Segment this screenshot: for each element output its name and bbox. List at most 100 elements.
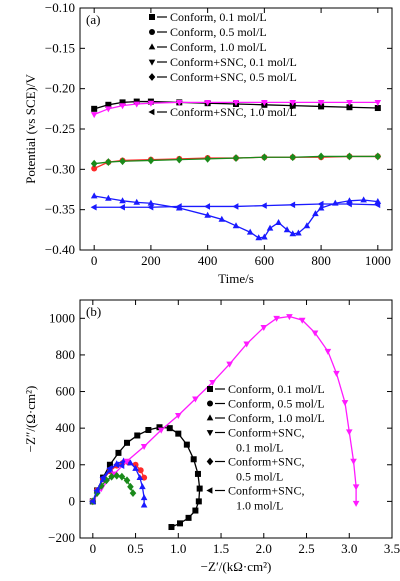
data-point	[183, 441, 190, 448]
legend-label: Conform, 0.5 mol/L	[228, 397, 325, 411]
data-point	[194, 470, 201, 477]
data-point	[175, 412, 182, 419]
data-point	[275, 218, 282, 225]
data-point	[352, 500, 360, 507]
data-point	[195, 498, 202, 505]
x-tick-label: 2.0	[256, 541, 272, 556]
legend-entry: Conform+SNC, 0.5 mol/L	[206, 455, 304, 484]
data-point	[133, 101, 141, 108]
y-tick-label: −0.10	[45, 0, 75, 15]
x-axis-label: Time/s	[218, 271, 254, 286]
data-point	[317, 204, 325, 211]
data-point	[124, 439, 131, 446]
y-axis-label: Potential (vs SCE)/V	[23, 74, 38, 184]
data-point	[317, 200, 324, 208]
data-point	[113, 461, 120, 469]
legend-label: Conform, 1.0 mol/L	[228, 411, 325, 425]
legend-entry: Conform, 0.1 mol/L	[149, 10, 267, 24]
data-point	[192, 396, 199, 403]
data-point	[108, 472, 115, 481]
legend-marker	[149, 14, 155, 20]
x-tick-label: 1000	[365, 253, 391, 268]
data-point	[166, 425, 173, 432]
y-tick-label: 400	[56, 420, 76, 435]
data-point	[118, 203, 125, 211]
data-point	[140, 444, 148, 451]
legend-label: Conform+SNC, 0.5 mol/L	[170, 70, 297, 84]
data-point	[105, 194, 112, 201]
data-point	[99, 474, 106, 481]
legend-marker	[207, 386, 213, 392]
x-tick-label: 3.0	[341, 541, 357, 556]
legend-label-line: Conform, 0.5 mol/L	[170, 25, 267, 39]
data-point	[105, 101, 112, 108]
data-point	[303, 222, 311, 229]
data-point	[168, 524, 175, 531]
series-3	[89, 314, 360, 507]
x-tick-label: 200	[141, 253, 161, 268]
data-point	[113, 471, 121, 480]
y-tick-label: 1000	[49, 310, 75, 325]
data-point	[185, 514, 192, 521]
data-point	[286, 314, 293, 321]
data-point	[90, 159, 98, 168]
panel-label: (a)	[86, 12, 100, 27]
data-point	[218, 215, 226, 222]
x-tick-label: 1.0	[170, 541, 186, 556]
legend-label-line: Conform, 1.0 mol/L	[170, 40, 267, 54]
legend-marker	[206, 457, 214, 466]
legend-entry: Conform, 1.0 mol/L	[148, 40, 267, 54]
legend-label: Conform+SNC, 0.5 mol/L	[228, 455, 304, 484]
x-axis-label: −Z′/(kΩ·cm²)	[201, 559, 272, 574]
legend-label-line: Conform+SNC, 1.0 mol/L	[170, 105, 297, 119]
data-point	[333, 370, 340, 377]
legend-label-line: Conform+SNC,	[228, 455, 304, 469]
data-point	[232, 222, 240, 229]
series-0	[89, 424, 203, 531]
data-point	[345, 200, 352, 208]
data-point	[260, 202, 267, 209]
data-point	[156, 424, 163, 431]
data-point	[190, 456, 197, 463]
y-tick-label: 800	[56, 347, 76, 362]
data-point	[127, 459, 134, 466]
series-2	[90, 192, 382, 241]
data-point	[204, 203, 211, 210]
data-point	[298, 317, 306, 324]
data-point	[346, 152, 353, 161]
data-point	[147, 156, 155, 165]
x-tick-label: 0	[91, 253, 98, 268]
data-point	[175, 99, 183, 106]
legend-label-line: Conform, 1.0 mol/L	[228, 411, 325, 425]
legend-label: Conform+SNC, 1.0 mol/L	[228, 484, 304, 513]
data-point	[127, 482, 134, 491]
x-tick-label: 0.5	[127, 541, 143, 556]
data-point	[90, 112, 98, 119]
legend-label: Conform+SNC, 1.0 mol/L	[170, 105, 297, 119]
x-tick-label: 2.5	[298, 541, 314, 556]
data-point	[346, 99, 353, 106]
legend-label-line: Conform+SNC,	[228, 484, 304, 498]
legend-marker	[148, 43, 156, 50]
data-point	[115, 449, 122, 456]
x-tick-label: 400	[198, 253, 218, 268]
legend-label-line: 0.5 mol/L	[236, 470, 283, 484]
data-point	[118, 472, 126, 481]
data-point	[261, 153, 268, 162]
legend-marker	[148, 59, 156, 66]
data-point	[312, 210, 319, 217]
x-tick-label: 1.5	[213, 541, 229, 556]
legend-label-line: Conform+SNC,	[228, 426, 304, 440]
data-point	[341, 400, 349, 407]
data-point	[123, 476, 131, 485]
x-tick-label: 800	[311, 253, 331, 268]
data-point	[204, 211, 211, 218]
y-tick-label: 600	[56, 384, 76, 399]
data-point	[91, 105, 98, 112]
data-point	[324, 348, 332, 355]
x-tick-label: 3.5	[384, 541, 400, 556]
series-4	[90, 152, 382, 168]
data-point	[318, 103, 325, 110]
